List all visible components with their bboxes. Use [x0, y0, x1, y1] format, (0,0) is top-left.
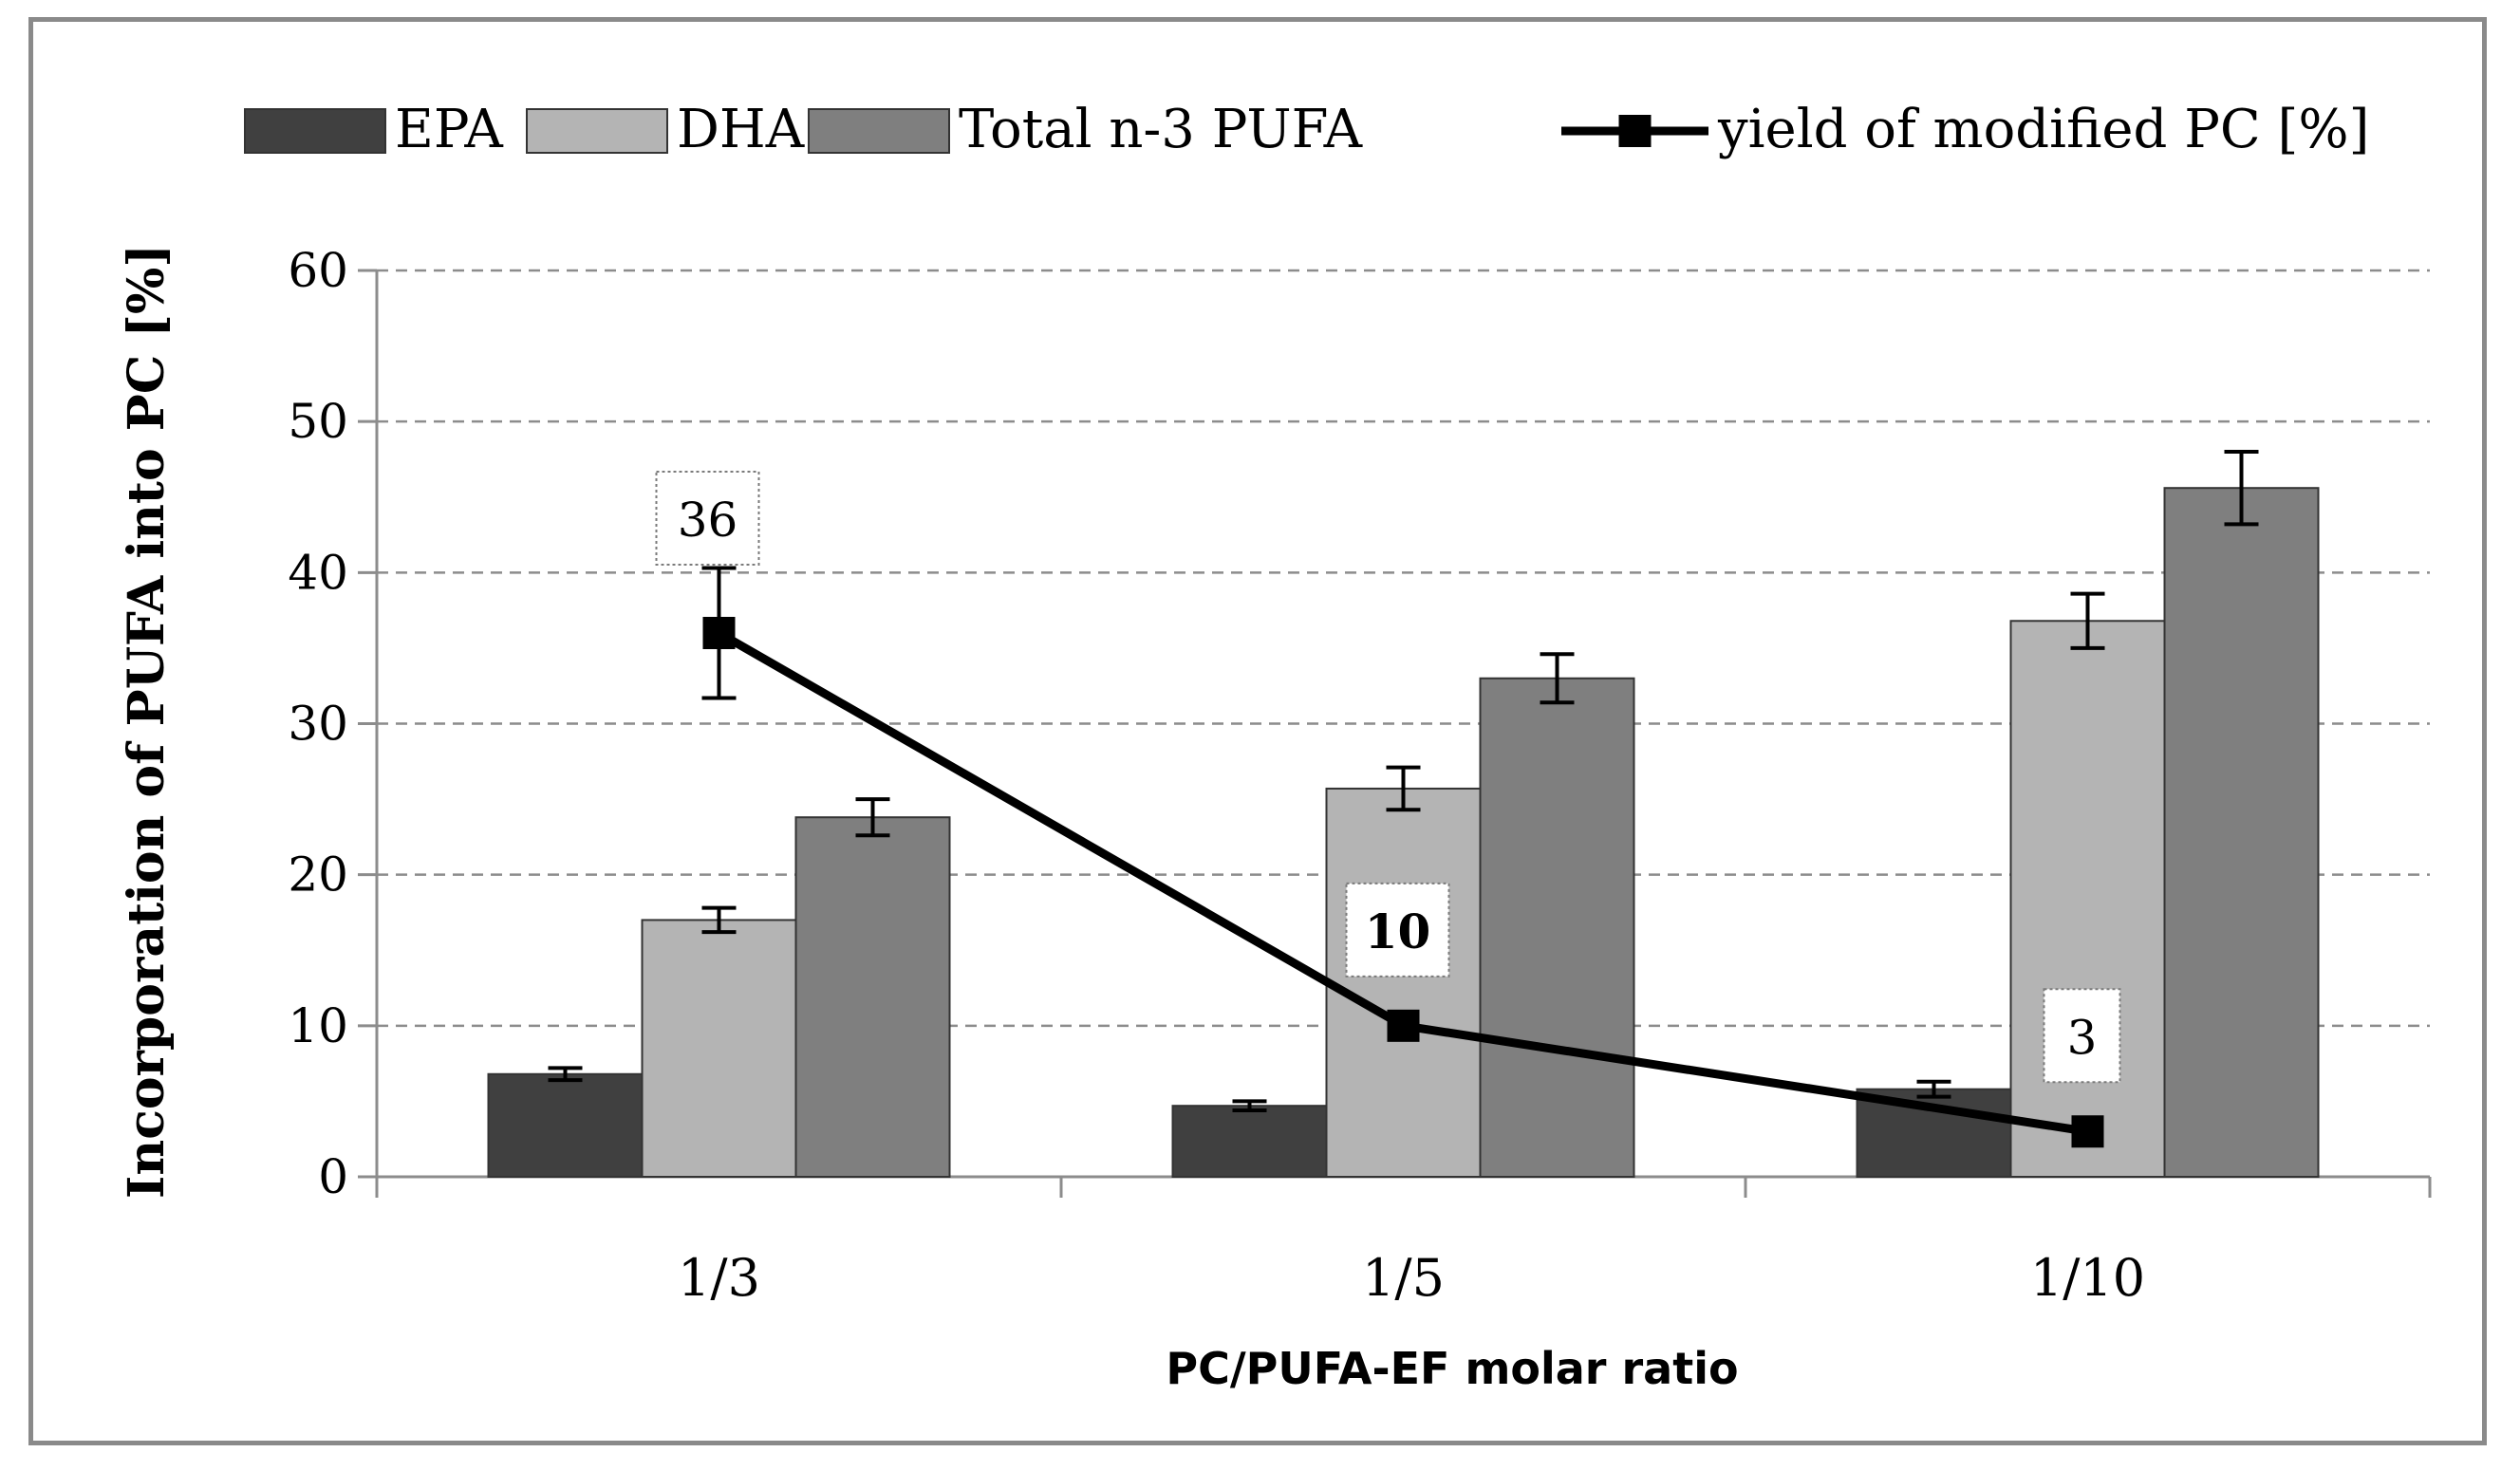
y-tick-label: 40: [288, 545, 348, 600]
yield-marker: [2071, 1115, 2104, 1148]
error-bar: [2224, 450, 2259, 527]
svg-text:3: 3: [2067, 1010, 2098, 1065]
error-bar: [2070, 591, 2105, 650]
y-tick-label: 0: [318, 1149, 348, 1204]
yield-data-label: 3: [2043, 988, 2121, 1084]
svg-text:Total n-3 PUFA: Total n-3 PUFA: [959, 99, 1363, 160]
svg-text:36: 36: [678, 493, 738, 548]
bar-total-n-3-pufa-0: [794, 816, 951, 1179]
legend-item-yield: yield of modified PC [%]: [1561, 99, 2369, 160]
error-bar: [1232, 1099, 1267, 1112]
bar-dha-0: [641, 919, 797, 1179]
error-bar: [1540, 652, 1575, 705]
y-tick-label: 30: [288, 697, 348, 752]
x-tick-label: 1/3: [678, 1248, 760, 1308]
bar-dha-1: [1325, 787, 1482, 1178]
x-tick-label: 1/5: [1362, 1248, 1445, 1308]
legend-item-dha: DHA: [526, 99, 805, 160]
bar-epa-1: [1171, 1105, 1328, 1178]
bar-total-n-3-pufa-2: [2163, 487, 2320, 1178]
x-tick-label: 1/10: [2030, 1248, 2145, 1308]
error-bar: [1916, 1079, 1951, 1099]
x-axis-title: PC/PUFA-EF molar ratio: [1166, 1343, 1738, 1394]
y-tick-label: 60: [288, 243, 348, 298]
y-axis-title: Incorporation of PUFA into PC [%]: [118, 244, 176, 1199]
yield-data-label: 36: [655, 471, 760, 566]
svg-text:DHA: DHA: [677, 99, 805, 160]
bar-total-n-3-pufa-1: [1479, 677, 1635, 1178]
error-bar: [701, 905, 737, 935]
data-labels: 36 10 3: [655, 471, 2121, 1084]
bars: [487, 450, 2320, 1179]
yield-marker: [1387, 1009, 1420, 1042]
yield-marker: [702, 617, 736, 649]
bar-epa-0: [487, 1072, 644, 1179]
bar-dha-2: [2009, 620, 2166, 1178]
legend-item-epa: EPA: [244, 99, 503, 160]
svg-text:EPA: EPA: [395, 99, 503, 160]
axes: 0 10 20 30 40 50 60 1/3 1/5 1/10: [288, 243, 2432, 1308]
error-bar: [855, 797, 890, 838]
svg-text:yield of modified PC [%]: yield of modified PC [%]: [1717, 99, 2369, 160]
y-tick-label: 10: [288, 998, 348, 1053]
legend: EPA DHA Total n-3 PUFA yield of modified PC…: [244, 99, 2369, 160]
error-bar: [548, 1066, 583, 1083]
yield-data-label: 10: [1345, 882, 1450, 978]
y-tick-label: 50: [288, 394, 348, 449]
svg-text:10: 10: [1365, 903, 1431, 959]
y-tick-label: 20: [288, 847, 348, 903]
yield-line: [701, 566, 2104, 1148]
legend-item-total-n-3-pufa: Total n-3 PUFA: [808, 99, 1363, 160]
error-bar: [1386, 765, 1421, 812]
